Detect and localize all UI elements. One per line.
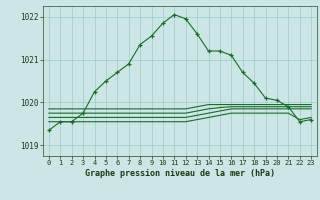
X-axis label: Graphe pression niveau de la mer (hPa): Graphe pression niveau de la mer (hPa) [85,169,275,178]
